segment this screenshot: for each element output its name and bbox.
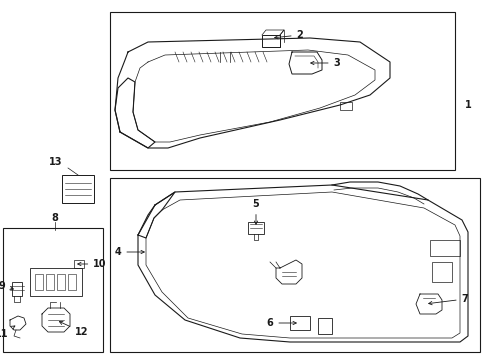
Bar: [46, 274, 54, 290]
Text: 7: 7: [428, 294, 468, 305]
Text: 9: 9: [0, 281, 13, 291]
Text: 12: 12: [59, 321, 88, 337]
Bar: [68, 274, 76, 290]
Bar: [429, 240, 459, 256]
Bar: [289, 316, 309, 330]
Bar: [110, 178, 479, 352]
Bar: [74, 260, 84, 268]
Bar: [431, 262, 451, 282]
Bar: [110, 12, 454, 170]
Bar: [35, 274, 43, 290]
Text: 13: 13: [49, 157, 62, 167]
Text: 10: 10: [78, 259, 106, 269]
Text: 5: 5: [252, 199, 259, 224]
Bar: [30, 268, 82, 296]
Text: 6: 6: [266, 318, 296, 328]
Bar: [3, 228, 103, 352]
Bar: [247, 222, 264, 234]
Bar: [262, 35, 280, 47]
Bar: [57, 274, 65, 290]
Text: 3: 3: [310, 58, 340, 68]
Text: 11: 11: [0, 326, 15, 339]
Bar: [62, 175, 94, 203]
Text: 2: 2: [274, 30, 303, 40]
Bar: [317, 318, 331, 334]
Bar: [339, 102, 351, 110]
Bar: [12, 282, 22, 296]
Text: 1: 1: [464, 100, 470, 110]
Text: 8: 8: [51, 213, 59, 223]
Text: 4: 4: [114, 247, 144, 257]
